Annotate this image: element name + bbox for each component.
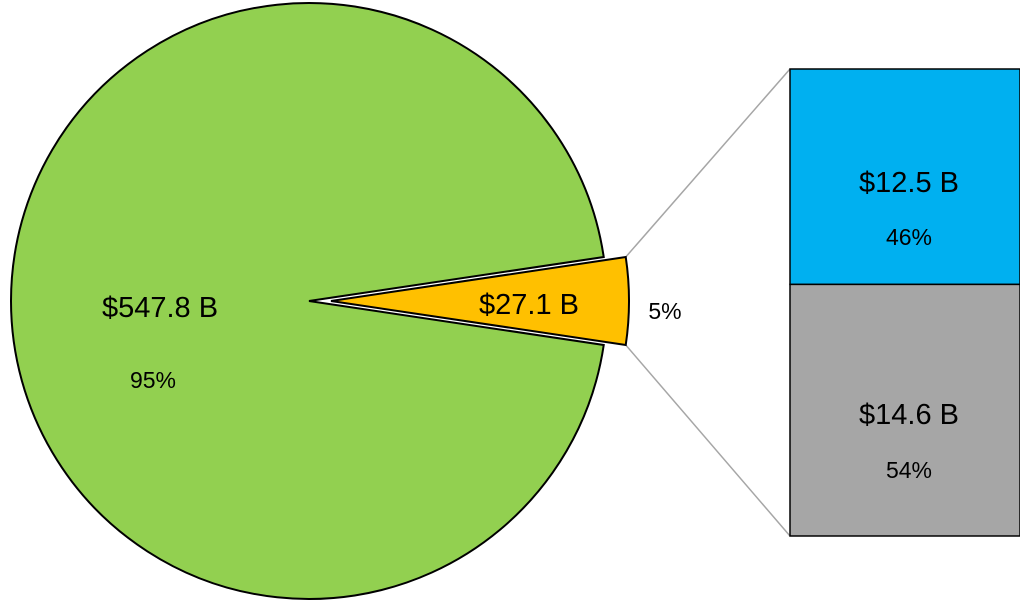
bar-segment-top-percent-label: 46%: [886, 224, 932, 250]
pie-slice-main-percent-label: 95%: [130, 367, 176, 393]
connector-line-bottom: [625, 344, 791, 537]
pie-slice-exploded-percent-label: 5%: [648, 298, 681, 324]
bar-segment-bottom-value-label: $14.6 B: [859, 399, 959, 431]
bar-segment-top-value-label: $12.5 B: [859, 167, 959, 199]
pie-slice-exploded-value-label: $27.1 B: [479, 289, 579, 321]
pie-slice-main: [10, 2, 605, 600]
connector-line-top: [625, 68, 791, 258]
bar-segment-bottom: [789, 283, 1020, 537]
bar-segment-bottom-percent-label: 54%: [886, 457, 932, 483]
pie-slice-exploded: [330, 255, 630, 347]
pie-slice-main-value-label: $547.8 B: [102, 292, 218, 324]
bar-segment-top: [789, 68, 1020, 286]
